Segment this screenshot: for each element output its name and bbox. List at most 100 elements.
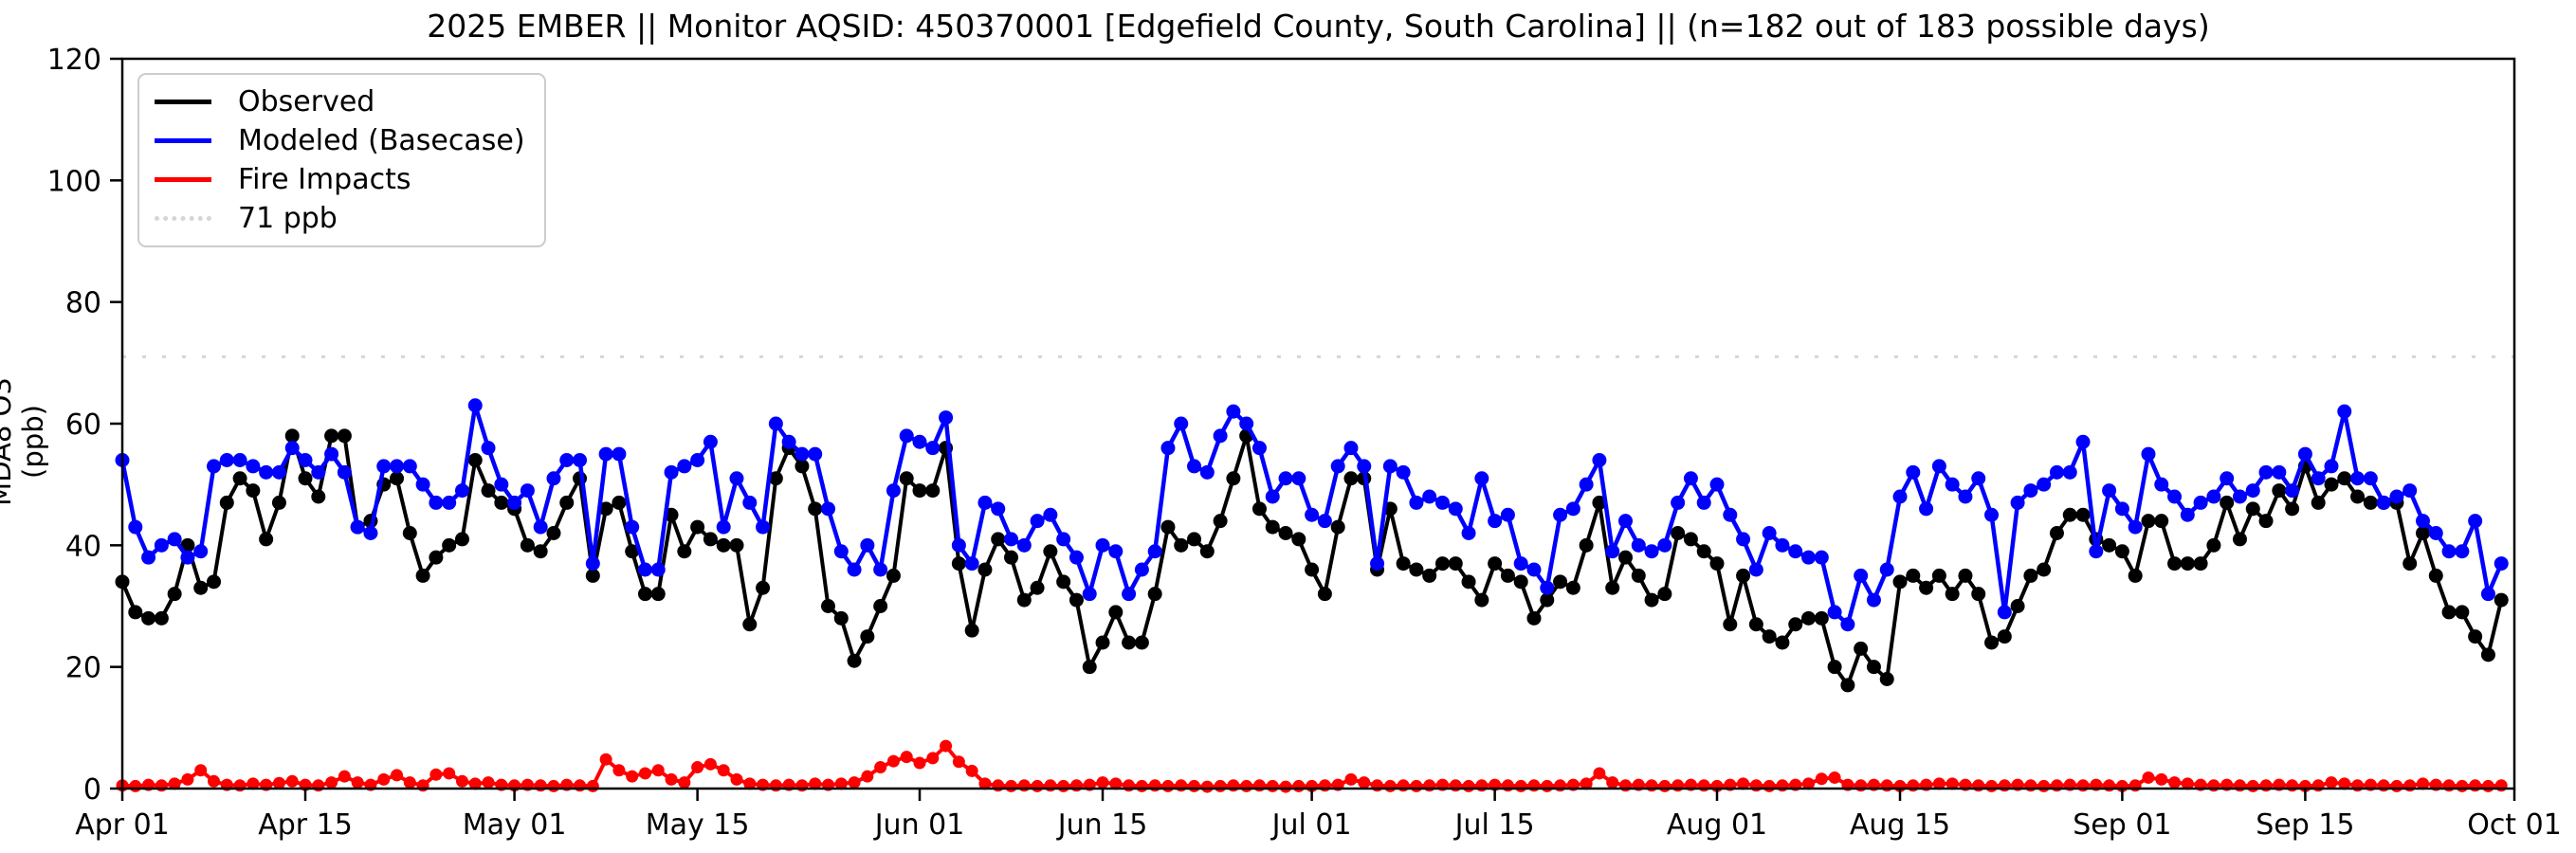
fire-impacts-marker	[2403, 779, 2417, 792]
fire-impacts-marker	[1672, 779, 1685, 792]
modeled-basecase-marker	[559, 453, 575, 467]
observed-marker	[768, 471, 783, 486]
modeled-basecase-marker	[847, 562, 862, 577]
observed-marker	[1305, 562, 1320, 577]
fire-impacts-marker	[455, 774, 468, 788]
observed-marker	[1657, 587, 1672, 602]
modeled-basecase-marker	[964, 556, 979, 572]
x-tick-label: Apr 01	[75, 808, 170, 842]
observed-marker	[298, 471, 313, 486]
chart-title: 2025 EMBER || Monitor AQSID: 450370001 […	[427, 8, 2210, 45]
modeled-basecase-marker	[2480, 587, 2495, 602]
modeled-basecase-marker	[1226, 404, 1241, 419]
fire-impacts-marker	[1932, 777, 1946, 790]
fire-impacts-marker	[1645, 779, 1658, 792]
observed-marker	[219, 495, 234, 510]
modeled-basecase-marker	[1474, 471, 1489, 486]
modeled-basecase-marker	[1448, 501, 1463, 517]
fire-impacts-marker	[2128, 779, 2142, 792]
modeled-basecase-marker	[1134, 562, 1149, 577]
fire-impacts-marker	[2050, 779, 2063, 792]
fire-impacts-marker	[2024, 779, 2037, 792]
modeled-basecase-marker	[1748, 562, 1763, 577]
observed-marker	[1434, 556, 1450, 572]
modeled-basecase-marker	[690, 453, 705, 467]
observed-marker	[637, 587, 652, 602]
observed-marker	[1801, 610, 1817, 626]
fire-impacts-marker	[809, 777, 822, 790]
observed-marker	[1958, 568, 1973, 583]
fire-impacts-marker	[1371, 779, 1384, 792]
observed-marker	[1174, 537, 1189, 553]
fire-impacts-marker	[1096, 776, 1109, 789]
modeled-basecase-marker	[454, 483, 469, 499]
observed-marker	[1513, 574, 1528, 590]
fire-impacts-marker	[1188, 779, 1201, 792]
modeled-basecase-marker	[1370, 556, 1385, 572]
observed-marker	[820, 599, 835, 613]
observed-marker	[677, 544, 692, 559]
fire-impacts-marker	[1175, 779, 1188, 792]
modeled-basecase-marker	[951, 537, 966, 553]
y-tick-label: 120	[47, 44, 101, 77]
fire-impacts-marker	[1240, 779, 1253, 792]
fire-impacts-marker	[1618, 779, 1632, 792]
fire-impacts-marker	[468, 777, 482, 790]
fire-impacts-marker	[1279, 780, 1292, 793]
modeled-basecase-marker	[1540, 580, 1555, 595]
fire-impacts-marker	[691, 761, 704, 774]
modeled-basecase-marker	[2128, 519, 2143, 535]
fire-impacts-marker	[1749, 779, 1763, 792]
fire-impacts-marker	[1200, 780, 1214, 793]
modeled-basecase-marker	[298, 453, 313, 467]
fire-impacts-marker	[861, 770, 874, 783]
observed-marker	[1043, 544, 1058, 559]
modeled-basecase-marker	[546, 471, 561, 486]
observed-marker	[2415, 526, 2430, 540]
fire-impacts-marker	[626, 770, 639, 783]
modeled-basecase-marker	[2468, 514, 2483, 529]
modeled-basecase-marker	[1056, 532, 1071, 547]
modeled-basecase-marker	[311, 464, 326, 480]
observed-marker	[585, 568, 600, 583]
modeled-basecase-marker	[2154, 477, 2169, 492]
observed-marker	[2180, 556, 2195, 572]
fire-impacts-marker	[1541, 779, 1554, 792]
observed-marker	[1997, 629, 2012, 644]
observed-marker	[795, 459, 810, 474]
modeled-basecase-marker	[1801, 550, 1817, 565]
fire-impacts-marker	[429, 768, 443, 781]
fire-impacts-marker	[2207, 779, 2220, 792]
observed-marker	[454, 532, 469, 547]
x-tick-label: Apr 15	[258, 808, 353, 842]
fire-impacts-marker	[665, 772, 678, 786]
modeled-basecase-marker	[1736, 532, 1751, 547]
fire-impacts-marker	[926, 752, 940, 765]
legend-item-fire-impacts: Fire Impacts	[155, 160, 525, 199]
observed-marker	[1971, 587, 1986, 602]
observed-marker	[1330, 519, 1345, 535]
modeled-basecase-marker	[232, 453, 247, 467]
observed-marker	[1147, 587, 1162, 602]
observed-marker	[2455, 605, 2470, 620]
observed-marker	[1396, 556, 1411, 572]
modeled-basecase-marker	[1775, 537, 1790, 553]
observed-line-swatch	[155, 100, 211, 104]
modeled-basecase-marker	[2193, 495, 2208, 510]
observed-marker	[1709, 556, 1725, 572]
fire-impacts-marker	[2494, 779, 2508, 792]
observed-marker	[1134, 635, 1149, 650]
observed-marker	[2154, 514, 2169, 529]
modeled-line-swatch	[155, 138, 211, 143]
modeled-basecase-marker	[2389, 489, 2404, 504]
observed-marker	[284, 428, 300, 444]
modeled-basecase-marker	[467, 398, 483, 413]
modeled-basecase-marker	[2455, 544, 2470, 559]
fire-impacts-marker	[651, 764, 665, 777]
y-tick-label: 60	[65, 408, 101, 442]
modeled-basecase-marker	[1016, 537, 1032, 553]
modeled-basecase-marker	[1160, 441, 1176, 456]
modeled-basecase-marker	[1866, 592, 1881, 608]
modeled-basecase-marker	[2180, 507, 2195, 522]
fire-impacts-marker	[272, 776, 285, 789]
